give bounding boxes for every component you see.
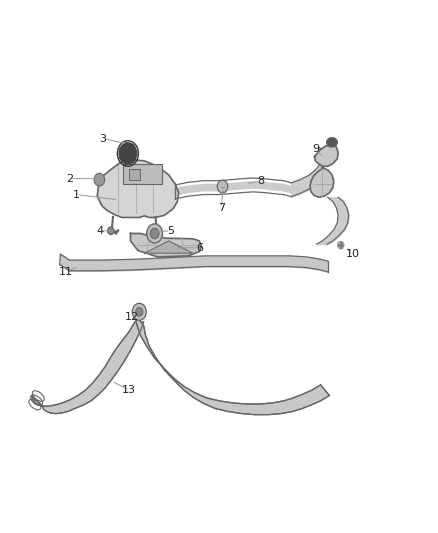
Text: 13: 13	[122, 385, 136, 395]
Circle shape	[136, 308, 143, 316]
Polygon shape	[145, 241, 193, 253]
Polygon shape	[314, 145, 338, 166]
Text: 9: 9	[312, 144, 319, 154]
Polygon shape	[131, 233, 201, 257]
Circle shape	[119, 143, 137, 164]
Text: 2: 2	[67, 174, 74, 183]
Circle shape	[338, 241, 344, 249]
Text: 1: 1	[73, 190, 80, 199]
Text: 5: 5	[167, 226, 174, 236]
Text: 6: 6	[196, 243, 203, 253]
Text: 8: 8	[257, 176, 264, 186]
Text: 4: 4	[96, 226, 103, 236]
Polygon shape	[97, 160, 179, 217]
Text: 3: 3	[99, 134, 106, 143]
Text: 10: 10	[346, 249, 360, 259]
Polygon shape	[32, 322, 144, 414]
Circle shape	[132, 303, 146, 320]
Circle shape	[147, 224, 162, 243]
Text: 11: 11	[59, 267, 73, 277]
Polygon shape	[310, 168, 334, 197]
Text: 12: 12	[124, 312, 138, 322]
FancyBboxPatch shape	[129, 169, 140, 180]
Text: 7: 7	[218, 203, 225, 213]
Ellipse shape	[327, 138, 337, 147]
Circle shape	[95, 174, 104, 185]
Circle shape	[108, 227, 114, 235]
Polygon shape	[135, 315, 329, 415]
FancyBboxPatch shape	[123, 164, 162, 184]
Circle shape	[217, 180, 228, 193]
Circle shape	[150, 228, 159, 239]
